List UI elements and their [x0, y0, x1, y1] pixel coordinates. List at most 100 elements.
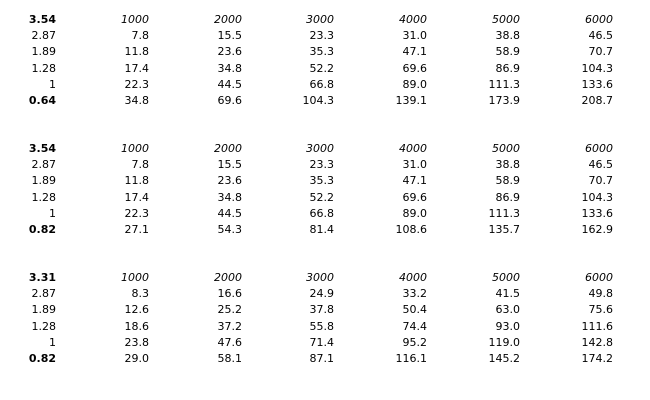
cell: 41.5 [495, 287, 521, 301]
row-label: 1 [49, 206, 56, 220]
cell: 46.5 [588, 158, 614, 172]
cell: 17.4 [124, 61, 150, 75]
cell: 50.4 [402, 303, 428, 317]
cell: 23.8 [124, 335, 150, 349]
row-label: 1.89 [31, 174, 57, 188]
row-label: 1.89 [31, 303, 57, 317]
cell: 12.6 [124, 303, 150, 317]
cell: 66.8 [309, 77, 335, 91]
cell: 29.0 [124, 352, 150, 365]
cell: 86.9 [495, 61, 521, 75]
cell: 133.6 [581, 206, 614, 220]
cell: 16.6 [217, 287, 243, 301]
cell: 17.4 [124, 190, 150, 204]
row-label: 1.28 [31, 190, 57, 204]
cell: 38.8 [495, 29, 521, 43]
cell: 11.8 [124, 174, 150, 188]
cell: 52.2 [309, 61, 335, 75]
header-cell: 1000 [121, 271, 149, 284]
cell: 23.3 [309, 29, 335, 43]
header-cell: 2000 [214, 271, 242, 284]
cell: 49.8 [588, 287, 614, 301]
cell: 55.8 [309, 319, 335, 333]
cell: 58.9 [495, 174, 521, 188]
cell: 54.3 [217, 223, 243, 236]
cell: 18.6 [124, 319, 150, 333]
cell: 75.6 [588, 303, 614, 317]
cell: 108.6 [395, 223, 428, 236]
cell: 34.8 [217, 61, 243, 75]
header-cell: 6000 [585, 271, 613, 284]
cell: 47.1 [402, 45, 428, 59]
cell: 87.1 [309, 352, 335, 365]
cell: 44.5 [217, 77, 243, 91]
cell: 27.1 [124, 223, 150, 236]
header-cell: 4000 [399, 13, 427, 26]
row-label: 1 [49, 77, 56, 91]
cell: 93.0 [495, 319, 521, 333]
cell: 44.5 [217, 206, 243, 220]
cell: 34.8 [124, 94, 150, 107]
cell: 58.9 [495, 45, 521, 59]
cell: 74.4 [402, 319, 428, 333]
row-label: 1.28 [31, 319, 57, 333]
cell: 133.6 [581, 77, 614, 91]
row-label: 2.87 [31, 29, 57, 43]
cell: 111.3 [488, 77, 521, 91]
header-cell: 1000 [121, 142, 149, 155]
cell: 111.6 [581, 319, 614, 333]
cell: 37.8 [309, 303, 335, 317]
row-label: 2.87 [31, 158, 57, 172]
header-cell: 2000 [214, 142, 242, 155]
cell: 34.8 [217, 190, 243, 204]
cell: 58.1 [217, 352, 243, 365]
header-cell: 3000 [306, 271, 334, 284]
cell: 89.0 [402, 77, 428, 91]
cell: 86.9 [495, 190, 521, 204]
header-cell: 3000 [306, 142, 334, 155]
header-cell: 4000 [399, 142, 427, 155]
cell: 52.2 [309, 190, 335, 204]
row-label: 0.64 [28, 94, 56, 107]
cell: 173.9 [488, 94, 521, 107]
header-cell: 6000 [585, 142, 613, 155]
cell: 33.2 [402, 287, 428, 301]
cell: 35.3 [309, 174, 335, 188]
cell: 15.5 [217, 29, 243, 43]
cell: 11.8 [124, 45, 150, 59]
cell: 23.6 [217, 45, 243, 59]
cell: 142.8 [581, 335, 614, 349]
row-label: 1 [49, 335, 56, 349]
cell: 89.0 [402, 206, 428, 220]
cell: 95.2 [402, 335, 428, 349]
header-key: 3.54 [28, 142, 56, 155]
cell: 46.5 [588, 29, 614, 43]
row-label: 0.82 [28, 223, 56, 236]
header-key: 3.54 [28, 13, 56, 26]
cell: 38.8 [495, 158, 521, 172]
row-label: 2.87 [31, 287, 57, 301]
cell: 63.0 [495, 303, 521, 317]
row-label: 1.28 [31, 61, 57, 75]
cell: 70.7 [588, 45, 614, 59]
cell: 135.7 [488, 223, 521, 236]
cell: 22.3 [124, 206, 150, 220]
cell: 69.6 [402, 61, 428, 75]
cell: 111.3 [488, 206, 521, 220]
cell: 139.1 [395, 94, 428, 107]
cell: 66.8 [309, 206, 335, 220]
cell: 24.9 [309, 287, 335, 301]
cell: 8.3 [131, 287, 150, 301]
row-label: 1.89 [31, 45, 57, 59]
cell: 71.4 [309, 335, 335, 349]
cell: 23.3 [309, 158, 335, 172]
cell: 23.6 [217, 174, 243, 188]
header-cell: 2000 [214, 13, 242, 26]
cell: 22.3 [124, 77, 150, 91]
header-cell: 4000 [399, 271, 427, 284]
cell: 116.1 [395, 352, 428, 365]
cell: 145.2 [488, 352, 521, 365]
header-cell: 5000 [492, 13, 520, 26]
cell: 162.9 [581, 223, 614, 236]
